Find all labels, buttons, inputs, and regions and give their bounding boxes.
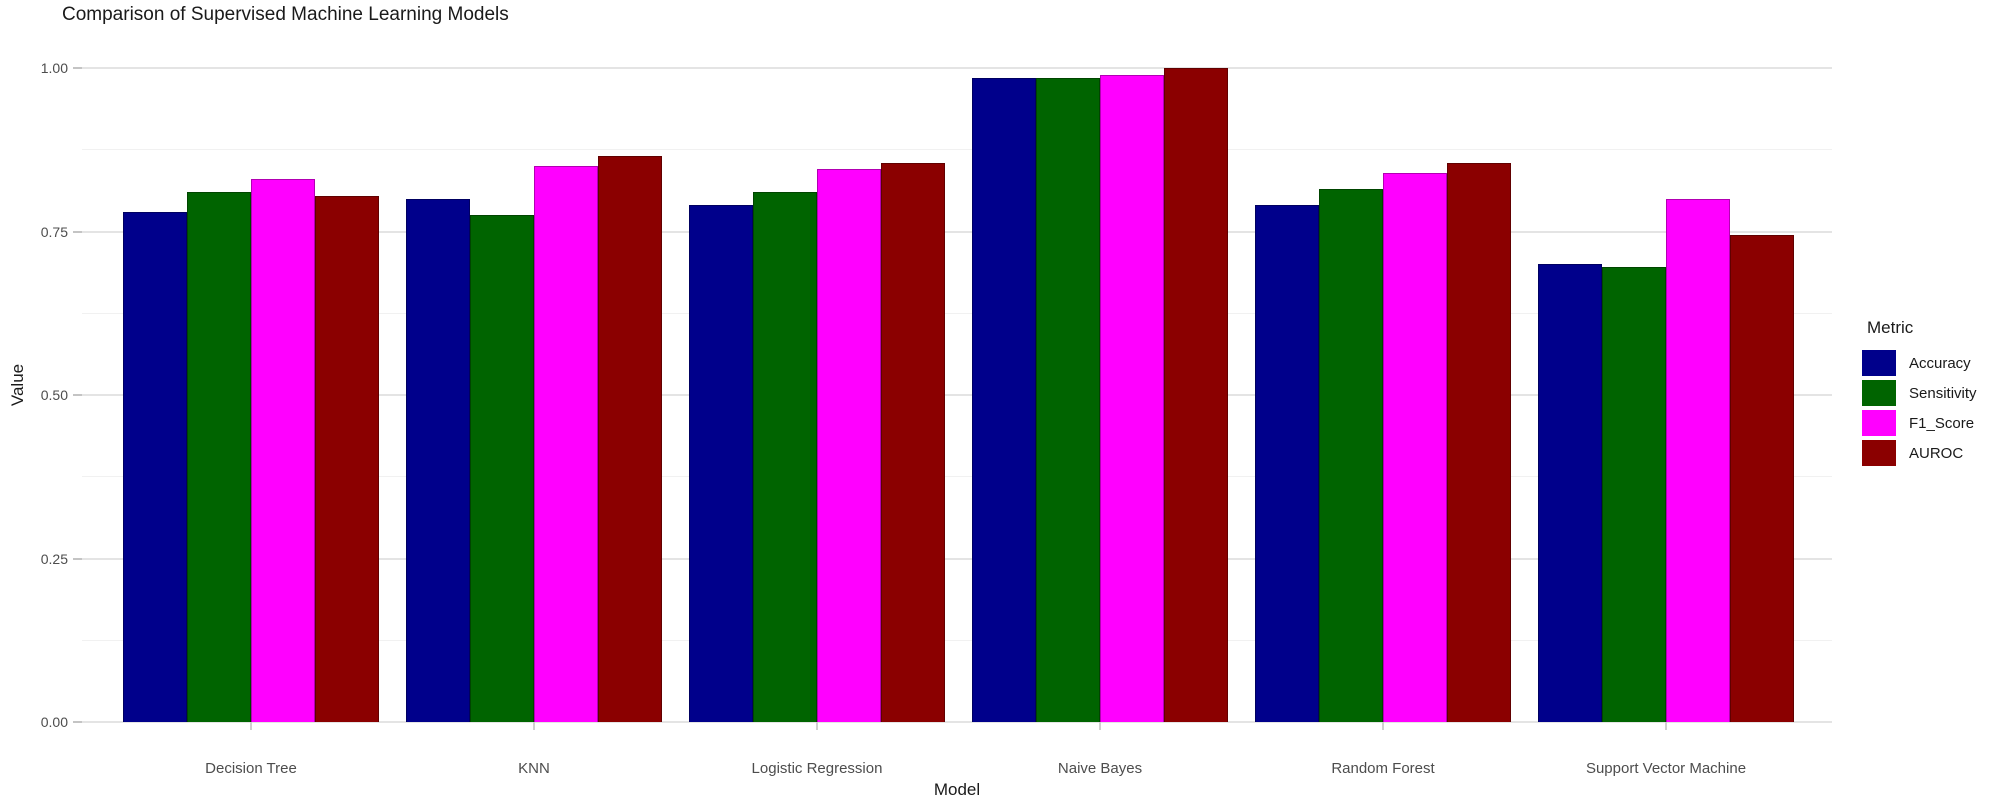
x-tick-mark xyxy=(1382,722,1384,730)
x-tick-label-random-forest: Random Forest xyxy=(1331,760,1435,777)
legend-item-label: Accuracy xyxy=(1909,354,1971,372)
gridline-major xyxy=(82,557,1832,560)
legend-swatch-auroc xyxy=(1862,440,1896,466)
gridline-minor xyxy=(82,639,1832,641)
plot-panel xyxy=(82,40,1832,723)
x-tick-label-decision-tree: Decision Tree xyxy=(205,760,297,777)
bar-accuracy-random-forest xyxy=(1255,205,1319,722)
gridline-major xyxy=(82,721,1832,723)
bar-accuracy-knn xyxy=(406,199,470,722)
x-tick-mark xyxy=(816,722,818,730)
gridline-major xyxy=(82,394,1832,396)
bar-auroc-random-forest xyxy=(1447,163,1511,722)
x-tick-mark xyxy=(250,722,252,730)
bar-sensitivity-random-forest xyxy=(1319,189,1383,722)
x-tick-label-knn: KNN xyxy=(518,760,550,777)
legend-item-f1-score: F1_Score xyxy=(1862,410,1977,436)
bar-accuracy-naive-bayes xyxy=(972,78,1036,722)
bar-auroc-support-vector-machine xyxy=(1730,235,1794,722)
bar-f1-score-decision-tree xyxy=(251,179,315,722)
legend-item-label: F1_Score xyxy=(1909,414,1975,432)
x-tick-label-logistic-regression: Logistic Regression xyxy=(751,760,883,777)
bar-f1-score-support-vector-machine xyxy=(1666,199,1730,722)
gridline-major xyxy=(82,230,1832,233)
x-tick-mark xyxy=(1665,722,1667,730)
gridline-minor xyxy=(82,312,1832,314)
bar-f1-score-knn xyxy=(534,166,598,722)
legend-item-label: Sensitivity xyxy=(1909,384,1977,402)
legend-item-accuracy: Accuracy xyxy=(1862,350,1977,376)
bar-sensitivity-naive-bayes xyxy=(1036,78,1100,722)
chart-title: Comparison of Supervised Machine Learnin… xyxy=(62,4,509,25)
bar-auroc-naive-bayes xyxy=(1164,68,1228,722)
bar-accuracy-logistic-regression xyxy=(689,205,753,722)
legend-item-sensitivity: Sensitivity xyxy=(1862,380,1977,406)
bar-accuracy-support-vector-machine xyxy=(1538,264,1602,722)
y-tick-label: 1.00 xyxy=(40,60,68,76)
bar-f1-score-logistic-regression xyxy=(817,169,881,722)
y-tick-mark xyxy=(73,67,82,69)
bar-f1-score-random-forest xyxy=(1383,173,1447,722)
bar-auroc-logistic-regression xyxy=(881,163,945,722)
bar-auroc-decision-tree xyxy=(315,196,379,722)
x-tick-mark xyxy=(533,722,535,730)
x-tick-mark xyxy=(1099,722,1101,730)
x-tick-label-support-vector-machine: Support Vector Machine xyxy=(1585,760,1747,777)
bar-sensitivity-logistic-regression xyxy=(753,192,817,722)
bar-sensitivity-knn xyxy=(470,215,534,722)
bar-f1-score-naive-bayes xyxy=(1100,75,1164,722)
bar-sensitivity-support-vector-machine xyxy=(1602,267,1666,722)
legend-items: Accuracy Sensitivity F1_Score AUROC xyxy=(1862,350,1977,466)
bar-auroc-knn xyxy=(598,156,662,722)
y-tick-label: 0.00 xyxy=(40,714,68,730)
gridline-minor xyxy=(82,476,1832,478)
y-tick-mark xyxy=(73,721,82,723)
legend-swatch-f1-score xyxy=(1862,410,1896,436)
legend: Metric Accuracy Sensitivity F1_Score AUROC xyxy=(1862,318,1977,470)
bar-sensitivity-decision-tree xyxy=(187,192,251,722)
y-tick-mark xyxy=(73,230,82,233)
legend-swatch-accuracy xyxy=(1862,350,1896,376)
y-tick-mark xyxy=(73,557,82,560)
legend-item-label: AUROC xyxy=(1909,444,1964,462)
legend-item-auroc: AUROC xyxy=(1862,440,1977,466)
legend-swatch-sensitivity xyxy=(1862,380,1896,406)
gridline-minor xyxy=(82,149,1832,151)
y-tick-label: 0.50 xyxy=(40,387,68,403)
legend-title: Metric xyxy=(1867,318,1914,337)
y-tick-mark xyxy=(73,394,82,396)
gridline-major xyxy=(82,67,1832,69)
y-tick-label: 0.25 xyxy=(40,550,68,567)
bar-accuracy-decision-tree xyxy=(123,212,187,722)
y-tick-label: 0.75 xyxy=(40,223,68,240)
x-tick-label-naive-bayes: Naive Bayes xyxy=(1057,760,1143,777)
x-axis-title: Model xyxy=(933,780,981,799)
